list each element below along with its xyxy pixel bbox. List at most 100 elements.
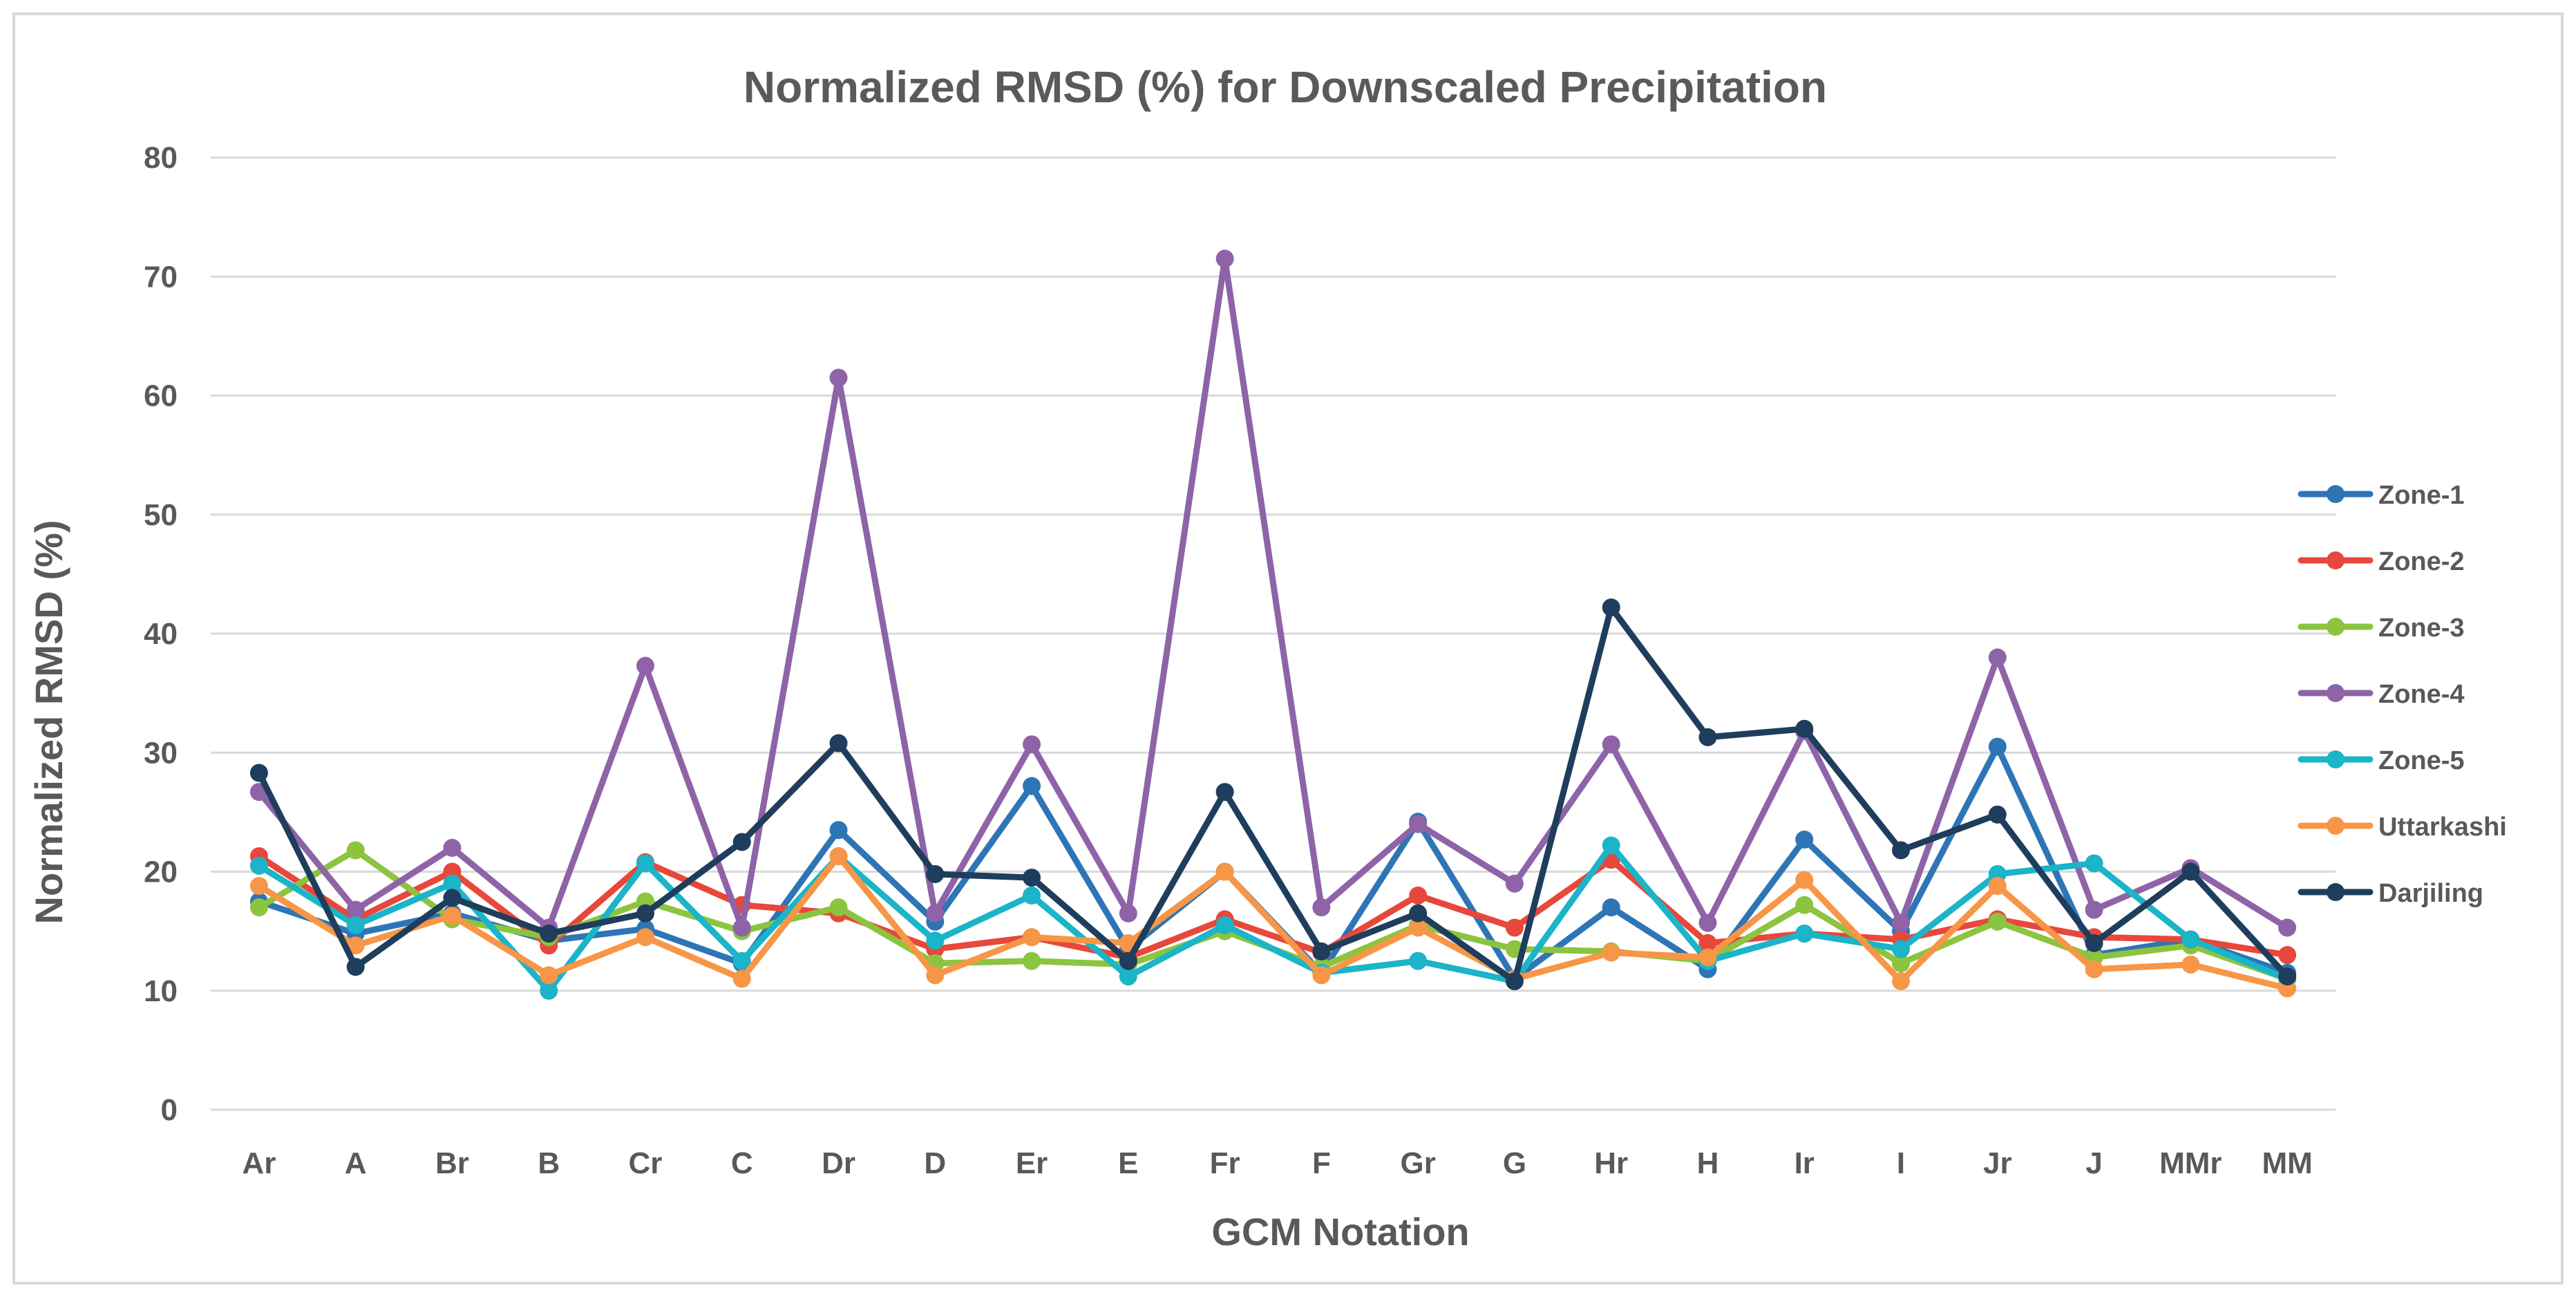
y-tick-label: 30 <box>144 736 178 770</box>
series-line-zone-4 <box>256 255 2291 931</box>
legend-item-zone-4: Zone-4 <box>2298 680 2465 709</box>
data-point-zone-5-cr <box>636 854 654 873</box>
legend-item-zone-1: Zone-1 <box>2298 481 2465 510</box>
y-axis-title: Normalized RMSD (%) <box>27 520 70 925</box>
data-point-zone-4-hr <box>1602 735 1620 754</box>
data-point-darjiling-fr <box>1215 783 1234 802</box>
x-tick-label: I <box>1897 1146 1905 1180</box>
data-point-uttarkashi-c <box>732 969 751 988</box>
data-point-zone-5-a <box>346 916 365 935</box>
data-point-darjiling-j <box>2085 934 2103 952</box>
y-tick-label: 10 <box>144 974 178 1008</box>
data-point-darjiling-mm <box>2278 967 2297 986</box>
data-point-darjiling-e <box>1119 952 1137 970</box>
data-point-zone-3-ar <box>249 898 268 917</box>
x-tick-label: C <box>731 1146 753 1180</box>
x-tick-label: Ir <box>1794 1146 1815 1180</box>
data-point-zone-3-i <box>1892 954 1911 973</box>
legend-swatch-marker <box>2327 883 2345 901</box>
data-point-darjiling-f <box>1312 942 1331 960</box>
series-darjiling <box>249 598 2297 990</box>
data-point-darjiling-ir <box>1795 719 1814 738</box>
data-point-darjiling-i <box>1892 841 1911 860</box>
data-point-zone-4-er <box>1023 735 1041 754</box>
data-point-zone-5-ar <box>249 856 268 875</box>
x-tick-label: Br <box>435 1146 469 1180</box>
data-point-zone-4-a <box>346 900 365 919</box>
data-point-zone-4-fr <box>1215 249 1234 268</box>
data-point-zone-2-gr <box>1409 886 1428 905</box>
x-tick-label: A <box>345 1146 367 1180</box>
x-tick-label: H <box>1697 1146 1719 1180</box>
data-point-zone-4-dr <box>829 368 848 387</box>
data-point-zone-4-gr <box>1409 815 1428 833</box>
data-point-zone-3-er <box>1023 952 1041 970</box>
data-point-darjiling-a <box>346 958 365 976</box>
data-point-zone-5-i <box>1892 940 1911 958</box>
series-line-zone-5 <box>256 842 2291 994</box>
data-point-zone-5-fr <box>1215 916 1234 935</box>
data-point-darjiling-cr <box>636 904 654 922</box>
x-tick-label: Jr <box>1983 1146 2012 1180</box>
x-axis-title: GCM Notation <box>1211 1210 1469 1253</box>
legend-item-darjiling: Darjiling <box>2298 879 2483 908</box>
x-tick-label: G <box>1503 1146 1526 1180</box>
data-point-zone-5-er <box>1023 886 1041 905</box>
data-point-zone-4-d <box>926 904 945 922</box>
data-point-zone-4-cr <box>636 656 654 675</box>
data-point-darjiling-jr <box>1988 805 2007 824</box>
y-tick-label: 50 <box>144 498 178 532</box>
data-point-uttarkashi-a <box>346 936 365 955</box>
x-tick-label: J <box>2085 1146 2102 1180</box>
data-point-zone-4-h <box>1698 913 1717 932</box>
data-point-zone-5-d <box>926 931 945 950</box>
data-point-zone-4-jr <box>1988 648 2007 667</box>
data-point-zone-4-g <box>1505 874 1524 893</box>
data-point-darjiling-hr <box>1602 598 1620 617</box>
data-point-darjiling-d <box>926 864 945 883</box>
x-tick-label: Fr <box>1210 1146 1240 1180</box>
x-tick-label: MMr <box>2159 1146 2222 1180</box>
series-zone-4 <box>249 249 2297 937</box>
data-point-zone-4-f <box>1312 898 1331 917</box>
legend-swatch-marker <box>2327 750 2345 768</box>
data-point-darjiling-ar <box>249 764 268 782</box>
y-tick-label: 60 <box>144 379 178 413</box>
legend-label: Zone-4 <box>2378 680 2465 709</box>
data-point-zone-2-mm <box>2278 946 2297 965</box>
data-point-uttarkashi-f <box>1312 966 1331 985</box>
data-point-zone-3-dr <box>829 898 848 917</box>
x-tick-label: Er <box>1016 1146 1048 1180</box>
data-point-zone-3-jr <box>1988 912 2007 931</box>
legend-label: Zone-1 <box>2378 481 2465 510</box>
data-point-darjiling-er <box>1023 869 1041 887</box>
gridlines <box>211 156 2336 1111</box>
data-point-zone-2-g <box>1505 918 1524 937</box>
axes: 0 10 20 30 40 50 60 70 80 Ar A Br B Cr C Dr D Er E Fr F Gr G Hr… <box>144 141 2313 1180</box>
legend-swatch-marker <box>2327 817 2345 835</box>
y-tick-label: 0 <box>161 1093 178 1127</box>
series-layer <box>249 249 2297 1000</box>
legend-label: Zone-2 <box>2378 547 2465 576</box>
series-zone-3 <box>249 841 2297 988</box>
data-point-uttarkashi-er <box>1023 928 1041 947</box>
data-point-zone-4-i <box>1892 913 1911 932</box>
series-line-darjiling <box>256 604 2291 985</box>
legend: Zone-1 Zone-2 Zone-3 Zone-4 Zone-5 Uttarkashi… <box>2298 481 2507 908</box>
data-point-zone-1-hr <box>1602 898 1620 917</box>
x-tick-label: MM <box>2262 1146 2312 1180</box>
data-point-uttarkashi-jr <box>1988 877 2007 896</box>
data-point-zone-5-hr <box>1602 836 1620 855</box>
legend-label: Darjiling <box>2378 879 2483 908</box>
data-point-zone-5-j <box>2085 854 2103 873</box>
series-line-zone-1 <box>256 744 2291 983</box>
legend-label: Zone-5 <box>2378 746 2465 775</box>
x-tick-label: F <box>1312 1146 1331 1180</box>
data-point-zone-1-dr <box>829 821 848 840</box>
data-point-uttarkashi-b <box>540 966 558 985</box>
y-tick-label: 70 <box>144 260 178 294</box>
legend-swatch-marker <box>2327 618 2345 636</box>
y-tick-label: 20 <box>144 855 178 889</box>
data-point-darjiling-gr <box>1409 904 1428 922</box>
